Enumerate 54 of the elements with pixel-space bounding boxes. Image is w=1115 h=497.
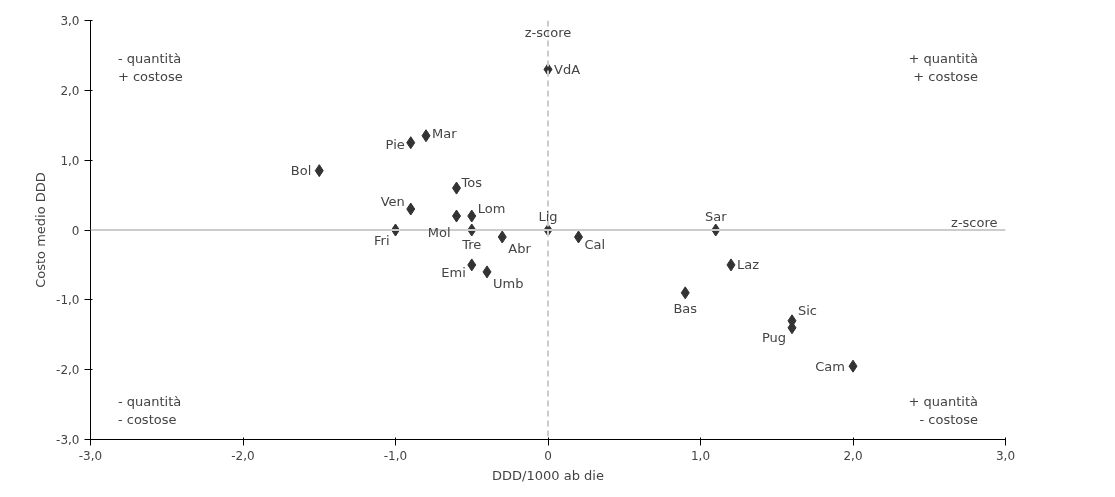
- y-tick-label: -1,0: [56, 293, 80, 308]
- annotation: Tos: [460, 174, 483, 190]
- annotation: Fri: [374, 232, 390, 248]
- annotation: Lom: [477, 200, 506, 216]
- y-tick-label: -2,0: [56, 363, 80, 378]
- annotation: Laz: [737, 257, 760, 273]
- y-axis-title: Costo medio DDD: [33, 172, 49, 288]
- annotation: Umb: [493, 276, 524, 292]
- annotation: Mar: [432, 126, 458, 142]
- point: [314, 164, 324, 178]
- annotation: Sic: [798, 303, 818, 319]
- x-tick-label: 3,0: [995, 448, 1016, 463]
- annotation: Sar: [704, 208, 728, 224]
- annotation: Pie: [385, 137, 405, 153]
- x-tick-label: 0: [544, 448, 552, 463]
- x-tick-label: 1,0: [690, 448, 711, 463]
- point: [680, 286, 690, 300]
- point: [467, 209, 477, 223]
- x-axis-title: DDD/1000 ab die: [492, 467, 604, 483]
- y-tick-label: 3,0: [60, 14, 80, 28]
- point: [406, 202, 416, 216]
- x-tick-label: -3,0: [78, 448, 103, 463]
- y-tick-label: 0: [71, 223, 80, 238]
- annotation: - quantità + costose: [117, 51, 183, 85]
- y-tick-label: -3,0: [56, 433, 80, 447]
- x-tick-label: -2,0: [231, 448, 255, 463]
- point: [467, 258, 477, 272]
- annotation: + quantità + costose: [908, 51, 979, 85]
- y-tick-label: 2,0: [60, 83, 80, 98]
- point: [497, 230, 507, 244]
- annotation: Ven: [380, 193, 405, 209]
- annotation: Lig: [538, 208, 558, 224]
- ref-line-label: z-score: [524, 24, 572, 40]
- annotation: Abr: [508, 241, 532, 257]
- x-tick-label: -1,0: [383, 448, 408, 463]
- annotation: Tre: [461, 236, 482, 252]
- annotation: VdA: [554, 61, 581, 77]
- annotation: Pug: [761, 330, 787, 346]
- annotation: Cam: [815, 358, 846, 374]
- point: [406, 136, 416, 150]
- annotation: - quantità - costose: [117, 393, 182, 427]
- point: [482, 265, 492, 279]
- annotation: Emi: [441, 265, 466, 281]
- annotation: + quantità - costose: [908, 393, 979, 427]
- x-tick-label: 2,0: [843, 448, 863, 463]
- point: [726, 258, 736, 272]
- annotation: Cal: [584, 237, 606, 253]
- annotation: Bas: [673, 301, 698, 317]
- y-tick-label: 1,0: [60, 153, 80, 168]
- annotation: Mol: [427, 224, 451, 240]
- point: [421, 129, 431, 143]
- annotation: Bol: [290, 163, 312, 179]
- point: [848, 359, 858, 373]
- ref-line-label: z-score: [951, 215, 998, 230]
